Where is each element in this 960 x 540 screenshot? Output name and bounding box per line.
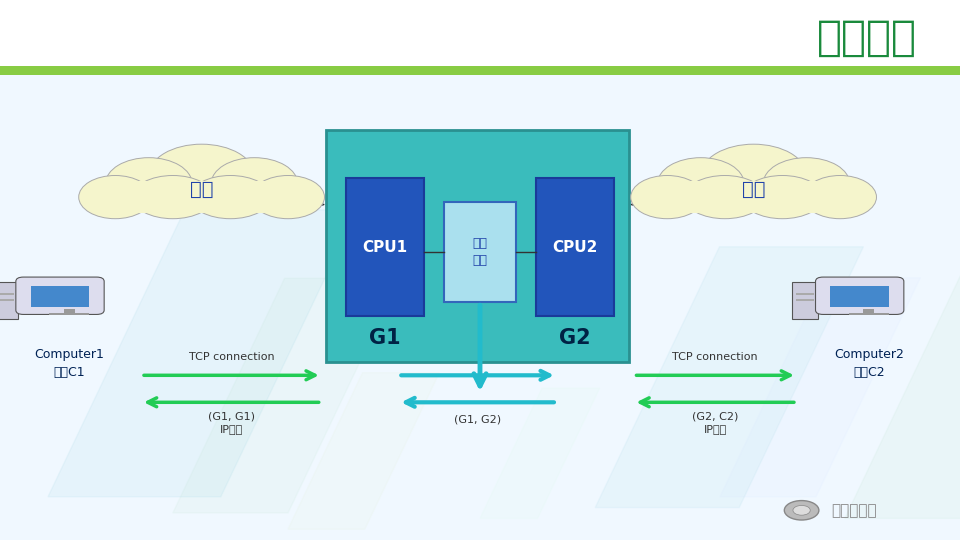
Bar <box>536 178 614 316</box>
Ellipse shape <box>79 176 152 219</box>
Bar <box>0 299 14 301</box>
Polygon shape <box>288 373 440 529</box>
Ellipse shape <box>190 176 271 219</box>
Text: 外网: 外网 <box>742 179 765 199</box>
Polygon shape <box>720 278 921 497</box>
Ellipse shape <box>631 176 704 219</box>
Bar <box>326 130 629 362</box>
Text: TCP connection: TCP connection <box>188 353 275 362</box>
Text: (G1, G2): (G1, G2) <box>454 415 501 424</box>
Text: 内网: 内网 <box>190 179 213 199</box>
Bar <box>31 286 89 307</box>
Bar <box>63 309 75 313</box>
Bar <box>830 286 889 307</box>
Text: CPU1: CPU1 <box>362 240 408 254</box>
Text: 信源C1: 信源C1 <box>54 366 84 379</box>
Circle shape <box>784 501 819 520</box>
Polygon shape <box>845 232 960 518</box>
Bar <box>796 293 814 295</box>
FancyBboxPatch shape <box>0 0 960 66</box>
Ellipse shape <box>149 144 254 207</box>
FancyBboxPatch shape <box>815 277 904 314</box>
Bar <box>106 181 298 213</box>
Bar <box>49 313 89 315</box>
Bar <box>849 313 889 315</box>
Text: (G1, G1)
IP报文: (G1, G1) IP报文 <box>208 411 254 434</box>
Bar <box>0 282 18 319</box>
Bar <box>444 202 516 302</box>
Ellipse shape <box>763 158 850 210</box>
Ellipse shape <box>742 176 823 219</box>
Text: Computer1: Computer1 <box>35 348 104 361</box>
Text: G2: G2 <box>560 327 590 348</box>
Polygon shape <box>595 247 863 508</box>
Text: 电网智囊团: 电网智囊团 <box>831 503 877 518</box>
Text: CPU2: CPU2 <box>552 240 598 254</box>
Text: 隔离
单元: 隔离 单元 <box>472 238 488 267</box>
Text: (G2, C2)
IP报文: (G2, C2) IP报文 <box>692 411 738 434</box>
Ellipse shape <box>132 176 213 219</box>
Circle shape <box>793 505 810 515</box>
Polygon shape <box>173 278 399 513</box>
Bar <box>346 178 424 316</box>
Bar <box>863 309 875 313</box>
Polygon shape <box>48 210 357 497</box>
Ellipse shape <box>701 144 806 207</box>
Bar <box>796 299 814 301</box>
Text: G1: G1 <box>370 327 400 348</box>
Text: 信源C2: 信源C2 <box>853 366 884 379</box>
Text: Computer2: Computer2 <box>834 348 903 361</box>
FancyBboxPatch shape <box>15 277 104 314</box>
Ellipse shape <box>252 176 324 219</box>
Polygon shape <box>480 388 600 518</box>
Bar <box>0 293 14 295</box>
Ellipse shape <box>211 158 298 210</box>
Bar <box>792 282 818 319</box>
Ellipse shape <box>684 176 765 219</box>
Ellipse shape <box>804 176 876 219</box>
Text: 正向隔离: 正向隔离 <box>817 17 917 59</box>
Bar <box>658 181 850 213</box>
Text: TCP connection: TCP connection <box>672 353 758 362</box>
FancyBboxPatch shape <box>0 66 960 75</box>
Ellipse shape <box>106 158 192 210</box>
Ellipse shape <box>658 158 744 210</box>
